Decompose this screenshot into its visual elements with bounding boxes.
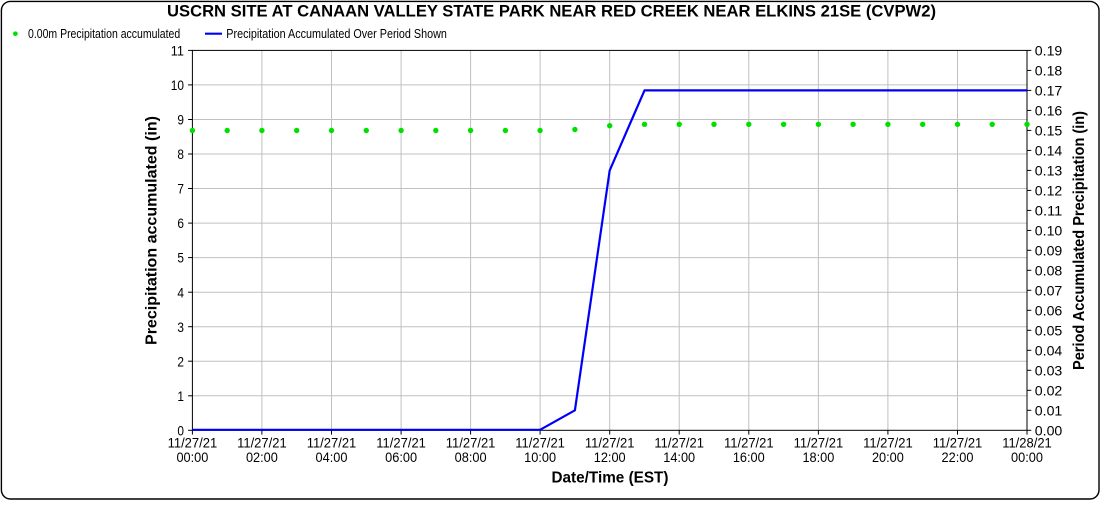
svg-text:0.15: 0.15 (1035, 123, 1063, 139)
svg-text:11/27/21: 11/27/21 (724, 434, 774, 450)
svg-text:12:00: 12:00 (594, 449, 626, 465)
svg-text:11/27/21: 11/27/21 (654, 434, 704, 450)
svg-text:0.05: 0.05 (1035, 322, 1063, 338)
svg-text:11/27/21: 11/27/21 (376, 434, 426, 450)
svg-text:14:00: 14:00 (663, 449, 695, 465)
svg-text:0.12: 0.12 (1035, 183, 1063, 199)
svg-text:0.06: 0.06 (1035, 302, 1063, 318)
svg-text:9: 9 (177, 112, 184, 128)
svg-text:0.08: 0.08 (1035, 262, 1063, 278)
svg-text:0.00: 0.00 (1035, 422, 1063, 438)
svg-text:11/27/21: 11/27/21 (585, 434, 635, 450)
svg-text:0.04: 0.04 (1035, 342, 1063, 358)
svg-text:0: 0 (177, 422, 184, 438)
svg-text:10:00: 10:00 (524, 449, 556, 465)
svg-text:10: 10 (171, 77, 184, 93)
svg-text:04:00: 04:00 (316, 449, 348, 465)
svg-text:0.11: 0.11 (1035, 203, 1063, 219)
svg-text:00:00: 00:00 (1011, 449, 1043, 465)
svg-text:22:00: 22:00 (942, 449, 974, 465)
svg-text:06:00: 06:00 (385, 449, 417, 465)
svg-text:0.00m Precipitation accumulate: 0.00m Precipitation accumulated (28, 26, 180, 41)
svg-text:20:00: 20:00 (872, 449, 904, 465)
svg-text:0.02: 0.02 (1035, 382, 1063, 398)
svg-text:00:00: 00:00 (176, 449, 208, 465)
svg-text:3: 3 (177, 319, 184, 335)
svg-text:11/27/21: 11/27/21 (794, 434, 844, 450)
svg-text:0.16: 0.16 (1035, 103, 1063, 119)
svg-text:8: 8 (177, 146, 184, 162)
svg-text:0.14: 0.14 (1035, 143, 1063, 159)
svg-text:11/27/21: 11/27/21 (168, 434, 218, 450)
svg-text:5: 5 (177, 250, 184, 266)
svg-text:6: 6 (177, 215, 184, 231)
svg-text:USCRN SITE AT CANAAN VALLEY ST: USCRN SITE AT CANAAN VALLEY STATE PARK N… (167, 3, 936, 21)
svg-text:0.18: 0.18 (1035, 63, 1063, 79)
svg-text:11/27/21: 11/27/21 (863, 434, 913, 450)
svg-text:11/27/21: 11/27/21 (933, 434, 983, 450)
svg-text:Precipitation accumulated (in): Precipitation accumulated (in) (143, 116, 160, 345)
svg-text:0.17: 0.17 (1035, 83, 1063, 99)
svg-text:4: 4 (177, 284, 184, 300)
svg-text:0.03: 0.03 (1035, 362, 1063, 378)
svg-text:11/27/21: 11/27/21 (237, 434, 287, 450)
svg-text:Precipitation Accumulated Over: Precipitation Accumulated Over Period Sh… (226, 26, 447, 41)
svg-text:18:00: 18:00 (802, 449, 834, 465)
svg-text:08:00: 08:00 (455, 449, 487, 465)
svg-text:0.10: 0.10 (1035, 223, 1063, 239)
svg-text:2: 2 (177, 353, 184, 369)
svg-text:16:00: 16:00 (733, 449, 765, 465)
svg-text:0.09: 0.09 (1035, 242, 1063, 258)
svg-text:0.19: 0.19 (1035, 43, 1063, 59)
svg-text:Period Accumulated Precipitati: Period Accumulated Precipitation (in) (1071, 111, 1088, 370)
svg-text:11/27/21: 11/27/21 (515, 434, 565, 450)
svg-text:1: 1 (177, 388, 184, 404)
svg-text:11/28/21: 11/28/21 (1002, 434, 1052, 450)
svg-text:0.07: 0.07 (1035, 282, 1063, 298)
svg-text:11/27/21: 11/27/21 (307, 434, 357, 450)
svg-text:Date/Time (EST): Date/Time (EST) (552, 470, 669, 487)
svg-text:0.01: 0.01 (1035, 402, 1063, 418)
svg-text:02:00: 02:00 (246, 449, 278, 465)
svg-text:11: 11 (171, 43, 184, 59)
svg-text:11/27/21: 11/27/21 (446, 434, 496, 450)
svg-text:0.13: 0.13 (1035, 163, 1063, 179)
svg-text:7: 7 (177, 181, 184, 197)
